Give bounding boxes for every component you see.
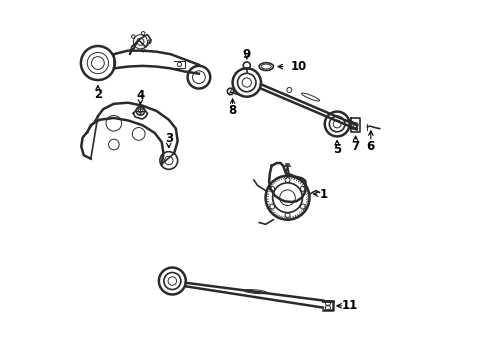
Text: 1: 1 <box>320 188 328 201</box>
Text: 11: 11 <box>342 299 358 312</box>
Text: 7: 7 <box>351 140 360 153</box>
Text: 2: 2 <box>94 89 102 102</box>
Text: 3: 3 <box>165 132 173 145</box>
Text: 4: 4 <box>136 89 145 102</box>
Text: 9: 9 <box>243 48 251 61</box>
Text: 10: 10 <box>291 60 307 73</box>
Text: 5: 5 <box>333 143 341 156</box>
Text: 8: 8 <box>228 104 237 117</box>
Text: 6: 6 <box>367 140 375 153</box>
